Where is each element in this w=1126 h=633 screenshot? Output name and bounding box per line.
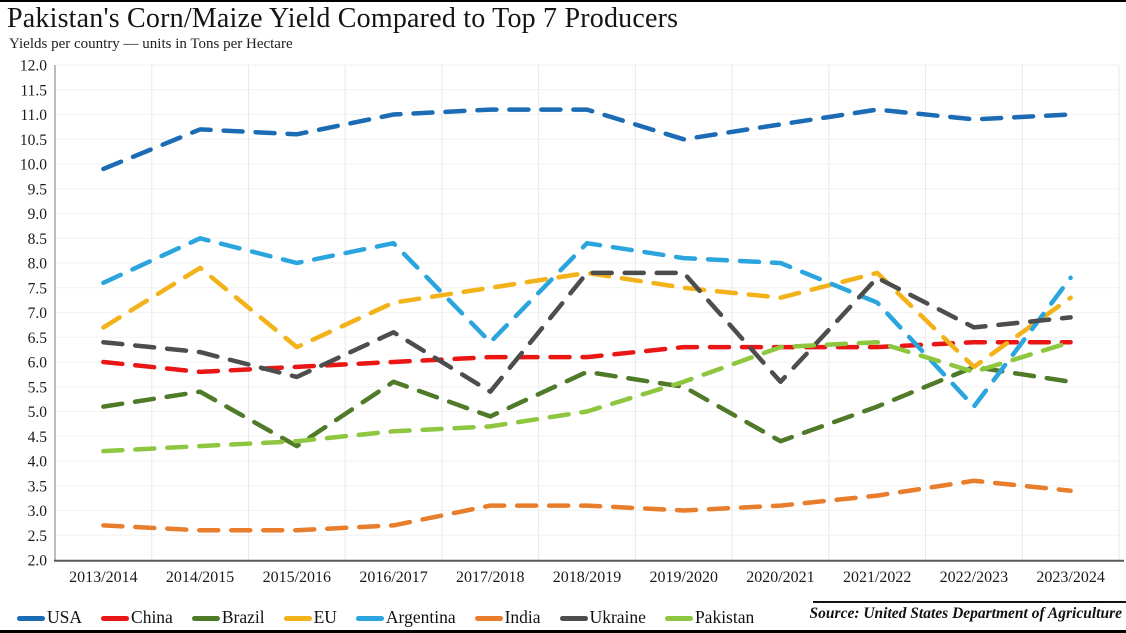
x-tick-label: 2017/2018 bbox=[456, 569, 524, 586]
x-tick-label: 2023/2024 bbox=[1036, 569, 1104, 586]
y-tick-label: 3.5 bbox=[28, 478, 48, 495]
x-tick-label: 2018/2019 bbox=[553, 569, 621, 586]
y-tick-label: 6.0 bbox=[28, 355, 48, 372]
y-tick-label: 12.0 bbox=[20, 58, 47, 75]
legend-label: Argentina bbox=[385, 607, 456, 628]
x-axis-labels: 2013/2014 2014/2015 2015/2016 2016/2017 2017… bbox=[69, 569, 1105, 586]
legend-label: Ukraine bbox=[589, 607, 646, 628]
legend-swatch bbox=[474, 615, 503, 621]
y-tick-label: 5.0 bbox=[28, 404, 48, 421]
legend-item-brazil: Brazil bbox=[191, 607, 265, 628]
y-tick-label: 5.5 bbox=[28, 379, 48, 396]
legend-swatch bbox=[191, 615, 220, 621]
y-tick-label: 4.0 bbox=[28, 454, 48, 471]
series-line-argentina bbox=[101, 236, 1073, 409]
y-tick-label: 9.5 bbox=[28, 181, 48, 198]
bottom-border-line bbox=[0, 630, 1126, 633]
y-tick-label: 8.5 bbox=[28, 231, 48, 248]
y-tick-label: 7.5 bbox=[28, 280, 48, 297]
series-line-ukraine bbox=[101, 270, 1073, 394]
chart-title: Pakistan's Corn/Maize Yield Compared to … bbox=[7, 3, 679, 34]
legend-swatch bbox=[101, 615, 130, 621]
x-tick-label: 2016/2017 bbox=[359, 569, 427, 586]
y-tick-label: 8.0 bbox=[28, 256, 48, 273]
y-tick-label: 9.0 bbox=[28, 206, 48, 223]
legend-label: China bbox=[131, 607, 173, 628]
legend-swatch bbox=[664, 615, 693, 621]
legend-item-usa: USA bbox=[17, 609, 82, 627]
y-tick-label: 3.0 bbox=[28, 503, 48, 520]
series-line-india bbox=[101, 478, 1073, 533]
legend-item-india: India bbox=[474, 607, 541, 628]
legend-label: EU bbox=[313, 607, 337, 628]
x-tick-label: 2021/2022 bbox=[843, 569, 911, 586]
series-lines bbox=[101, 107, 1073, 533]
legend-label: India bbox=[504, 607, 541, 628]
series-line-pakistan bbox=[101, 339, 1073, 454]
x-tick-label: 2014/2015 bbox=[166, 569, 234, 586]
x-tick-label: 2013/2014 bbox=[69, 569, 137, 586]
legend-swatch bbox=[355, 615, 384, 621]
y-tick-label: 6.5 bbox=[28, 330, 48, 347]
series-line-brazil bbox=[101, 364, 1073, 449]
x-tick-label: 2020/2021 bbox=[746, 569, 814, 586]
legend-item-china: China bbox=[101, 609, 173, 627]
x-tick-label: 2019/2020 bbox=[650, 569, 718, 586]
y-axis-labels: 12.0 11.5 11.0 10.5 10.0 9.5 9.0 8.5 8.0 7.5 7.0 6.… bbox=[20, 58, 47, 570]
legend-swatch bbox=[17, 615, 45, 621]
chart-legend: USA China Brazil EU Argentina India Ukraine Pak… bbox=[0, 606, 773, 630]
x-tick-label: 2022/2023 bbox=[940, 569, 1008, 586]
top-border-line bbox=[0, 0, 1126, 2]
legend-item-argentina: Argentina bbox=[355, 607, 456, 628]
series-line-usa bbox=[101, 107, 1073, 172]
source-citation: Source: United States Department of Agri… bbox=[809, 605, 1122, 622]
y-tick-label: 10.5 bbox=[20, 132, 47, 149]
y-tick-label: 2.5 bbox=[28, 528, 48, 545]
y-tick-label: 11.0 bbox=[20, 107, 47, 124]
yield-line-chart: 12.0 11.5 11.0 10.5 10.0 9.5 9.0 8.5 8.0 7.5 7.0 6.… bbox=[20, 58, 1124, 586]
y-tick-label: 10.0 bbox=[20, 157, 47, 174]
legend-item-eu: EU bbox=[283, 607, 337, 628]
x-tick-label: 2015/2016 bbox=[263, 569, 331, 586]
y-tick-label: 11.5 bbox=[20, 82, 47, 99]
legend-label: Pakistan bbox=[694, 607, 755, 628]
axes bbox=[54, 65, 1124, 562]
y-tick-label: 2.0 bbox=[28, 553, 48, 570]
series-line-eu bbox=[101, 265, 1073, 370]
gridlines bbox=[55, 64, 1120, 560]
source-divider-line bbox=[813, 601, 1126, 603]
legend-label: USA bbox=[47, 607, 83, 628]
legend-item-pakistan: Pakistan bbox=[664, 607, 755, 628]
legend-swatch bbox=[559, 615, 588, 621]
legend-label: Brazil bbox=[221, 607, 265, 628]
y-tick-label: 4.5 bbox=[28, 429, 48, 446]
legend-item-ukraine: Ukraine bbox=[559, 607, 646, 628]
legend-swatch bbox=[283, 615, 312, 621]
chart-subtitle: Yields per country — units in Tons per H… bbox=[9, 36, 293, 52]
y-tick-label: 7.0 bbox=[28, 305, 48, 322]
